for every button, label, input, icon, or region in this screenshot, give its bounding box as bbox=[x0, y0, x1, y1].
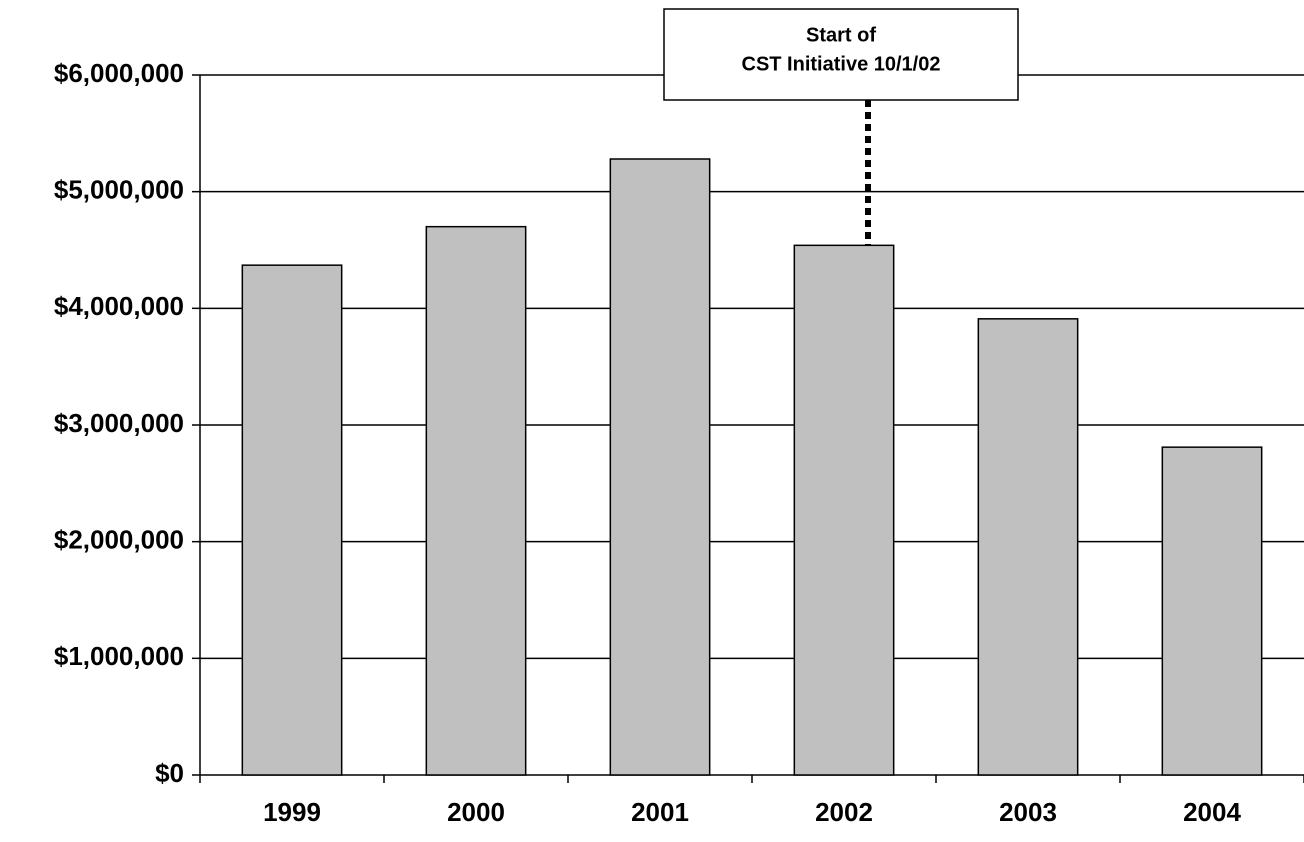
bar bbox=[241, 264, 343, 776]
bar bbox=[793, 244, 895, 776]
x-tick-label: 2003 bbox=[999, 797, 1057, 827]
x-tick-label: 1999 bbox=[263, 797, 321, 827]
x-tick-label: 2002 bbox=[815, 797, 873, 827]
annotation-text: Start of bbox=[806, 24, 876, 46]
y-tick-label: $0 bbox=[155, 758, 184, 788]
x-tick-label: 2001 bbox=[631, 797, 689, 827]
y-tick-label: $2,000,000 bbox=[54, 525, 184, 555]
y-tick-label: $3,000,000 bbox=[54, 408, 184, 438]
annotation-box bbox=[663, 8, 1019, 101]
bar bbox=[977, 318, 1079, 776]
x-tick-label: 2000 bbox=[447, 797, 505, 827]
y-tick-label: $4,000,000 bbox=[54, 291, 184, 321]
bar bbox=[425, 225, 527, 776]
bar bbox=[1161, 446, 1263, 776]
x-tick-label: 2004 bbox=[1183, 797, 1241, 827]
y-tick-label: $1,000,000 bbox=[54, 641, 184, 671]
annotation-text: CST Initiative 10/1/02 bbox=[742, 53, 941, 75]
y-tick-label: $6,000,000 bbox=[54, 58, 184, 88]
bar bbox=[609, 158, 711, 776]
y-tick-label: $5,000,000 bbox=[54, 175, 184, 205]
